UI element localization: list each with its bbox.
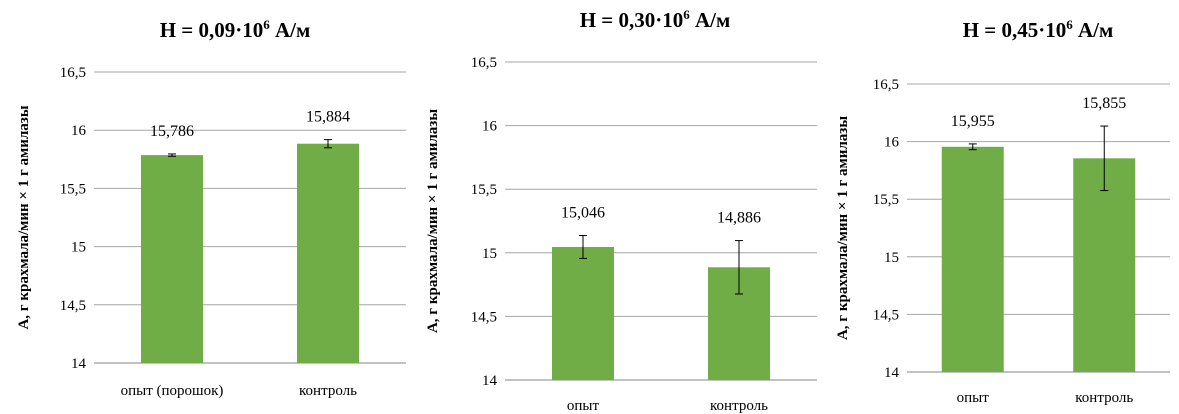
data-label: 15,884 (306, 109, 350, 126)
y-tick-label: 16 (482, 119, 498, 135)
bar-1 (941, 146, 1004, 372)
y-tick-label: 16 (71, 123, 87, 139)
y-tick-label: 15 (482, 246, 497, 262)
y-tick-label: 16,5 (60, 65, 86, 81)
chart-title-main: H = 0,30·10 (580, 8, 684, 32)
chart-panel-2: H = 0,30·106 А/м А, г крахмала/мин × 1 г … (425, 7, 817, 414)
chart-panel-3: H = 0,45·106 А/м А, г крахмала/мин × 1 г … (835, 17, 1170, 406)
category-label: опыт (957, 390, 990, 406)
y-tick-label: 14 (482, 373, 498, 389)
chart-title-main: H = 0,09·10 (160, 18, 264, 42)
y-tick-label: 14,5 (873, 307, 899, 323)
y-axis-label: А, г крахмала/мин × 1 г амилазы (16, 105, 32, 329)
y-axis-label: А, г крахмала/мин × 1 г амилазы (835, 116, 851, 340)
category-label: контроль (299, 383, 357, 399)
y-tick-label: 14,5 (471, 309, 497, 325)
y-tick-label: 15 (71, 240, 86, 256)
category-label: опыт (567, 398, 600, 414)
bar-1 (141, 155, 203, 363)
y-tick-label: 14 (884, 365, 900, 381)
chart-title-main: H = 0,45·10 (963, 18, 1067, 42)
chart-title-unit: А/м (690, 8, 731, 32)
bar-2 (297, 143, 359, 363)
y-axis-label: А, г крахмала/мин × 1 г амилазы (425, 109, 441, 333)
chart-title: H = 0,09·106 А/м (160, 17, 311, 42)
chart-title-exponent: 6 (263, 17, 270, 32)
data-label: 15,855 (1082, 95, 1126, 112)
data-label: 15,046 (561, 205, 605, 222)
y-tick-label: 15,5 (60, 181, 86, 197)
bar-2 (1073, 158, 1136, 372)
y-tick-label: 14,5 (60, 298, 86, 314)
chart-title: H = 0,30·106 А/м (580, 7, 731, 32)
category-label: контроль (710, 398, 768, 414)
chart-title: H = 0,45·106 А/м (963, 17, 1114, 42)
category-label: опыт (порошок) (121, 383, 224, 399)
data-label: 14,886 (717, 210, 761, 227)
chart-panel-1: H = 0,09·106 А/м А, г крахмала/мин × 1 г … (16, 17, 406, 399)
y-tick-label: 14 (71, 356, 87, 372)
y-tick-label: 15,5 (873, 192, 899, 208)
bar-1 (552, 246, 614, 380)
category-label: контроль (1075, 390, 1133, 406)
chart-title-exponent: 6 (1066, 17, 1073, 32)
chart-title-exponent: 6 (683, 7, 690, 22)
y-tick-label: 16,5 (873, 77, 899, 93)
chart-title-unit: А/м (270, 18, 311, 42)
y-tick-label: 15,5 (471, 182, 497, 198)
data-label: 15,786 (150, 123, 194, 140)
chart-title-unit: А/м (1073, 18, 1114, 42)
data-label: 15,955 (951, 113, 995, 130)
y-tick-label: 16 (884, 135, 900, 151)
y-tick-label: 16,5 (471, 55, 497, 71)
y-tick-label: 15 (884, 250, 899, 266)
